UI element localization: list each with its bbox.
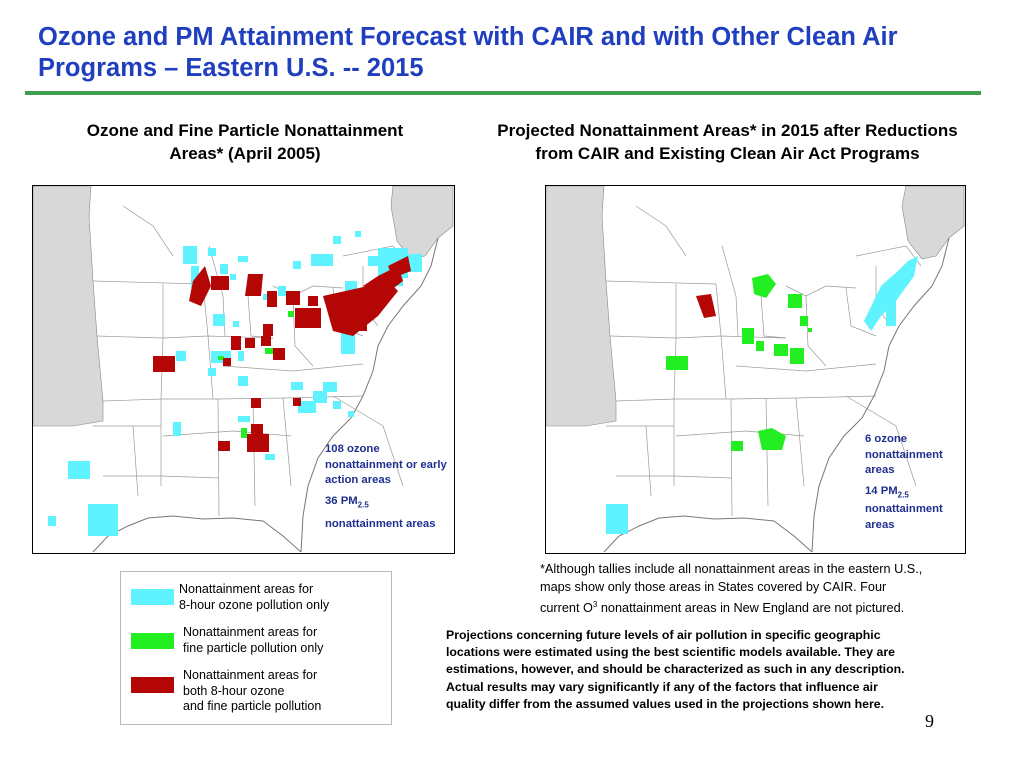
- left-tally-pm-prefix: 36 PM: [325, 494, 358, 507]
- atlantic-coastline: [300, 237, 439, 553]
- title-divider: [25, 91, 981, 95]
- right-tally-pm-count: 14 PM2.5: [865, 484, 943, 503]
- left-map-tally-label: 108 ozone nonattainment or early action …: [325, 442, 447, 533]
- footnote-line3-prefix: current O: [540, 601, 593, 616]
- legend-ozone-line2: 8-hour ozone pollution only: [179, 597, 330, 612]
- left-tally-line3: action areas: [325, 474, 391, 486]
- pm-only-areas: [218, 311, 294, 438]
- legend-pm-line2: fine particle pollution only: [183, 640, 324, 655]
- left-map-heading: Ozone and Fine Particle Nonattainment Ar…: [35, 119, 455, 165]
- footnote: *Although tallies include all nonattainm…: [540, 560, 922, 617]
- atlantic-coastline: [811, 237, 950, 553]
- gulf-coastline: [603, 515, 813, 553]
- legend-text-both: Nonattainment areas for both 8-hour ozon…: [183, 668, 321, 715]
- right-tally-pm-prefix: 14 PM: [865, 484, 898, 497]
- left-map-heading-line1: Ozone and Fine Particle Nonattainment: [86, 121, 404, 140]
- disclaimer-line1: Projections concerning future levels of …: [446, 628, 881, 642]
- left-tally-pm-count: 36 PM2.5: [325, 494, 447, 513]
- left-tally-line2: nonattainment or early: [325, 458, 447, 471]
- ozone-only-areas: [606, 256, 918, 534]
- footnote-line3-sup: 3: [592, 600, 598, 609]
- legend-swatch-pm: [131, 633, 174, 649]
- legend-both-line1: Nonattainment areas for: [183, 668, 318, 682]
- slide-title: Ozone and PM Attainment Forecast with CA…: [38, 23, 898, 82]
- right-projected-map: 6 ozone nonattainment areas 14 PM2.5 non…: [545, 185, 966, 554]
- left-tally-pm-sub: 2.5: [357, 499, 369, 509]
- non-cair-new-england: [901, 186, 965, 260]
- right-map-heading: Projected Nonattainment Areas* in 2015 a…: [450, 119, 1005, 165]
- right-map-tally-label: 6 ozone nonattainment areas 14 PM2.5 non…: [865, 432, 943, 533]
- left-nonattainment-map: 108 ozone nonattainment or early action …: [32, 185, 455, 554]
- left-tally-line1: 108 ozone: [325, 443, 380, 455]
- right-tally-line2: nonattainment: [865, 448, 943, 461]
- disclaimer-line4: Actual results may vary significantly if…: [446, 679, 878, 694]
- left-map-heading-line2: Areas* (April 2005): [169, 144, 321, 163]
- right-tally-line5: nonattainment: [865, 503, 943, 516]
- right-tally-line6: areas: [865, 518, 895, 531]
- gulf-coastline: [92, 515, 302, 553]
- state-boundaries: [605, 205, 922, 517]
- map-legend: Nonattainment areas for 8-hour ozone pol…: [120, 571, 392, 725]
- left-tally-line5: nonattainment areas: [325, 518, 436, 531]
- footnote-line3: current O3 nonattainment areas in New En…: [540, 596, 922, 617]
- footnote-line2: maps show only those areas in States cov…: [540, 580, 887, 594]
- disclaimer-line2: locations were estimated using the best …: [446, 645, 895, 660]
- non-cair-new-england: [390, 186, 454, 260]
- legend-both-line2: both 8-hour ozone: [183, 683, 285, 698]
- legend-text-pm: Nonattainment areas for fine particle po…: [183, 625, 323, 656]
- disclaimer-line3: estimations, however, and should be char…: [446, 662, 905, 677]
- right-map-graphic: [546, 186, 965, 553]
- legend-ozone-line1: Nonattainment areas for: [179, 582, 314, 596]
- right-tally-line3: areas: [865, 464, 895, 476]
- both-pollutant-areas: [696, 294, 716, 318]
- legend-text-ozone: Nonattainment areas for 8-hour ozone pol…: [179, 582, 329, 613]
- page-number: 9: [925, 711, 934, 731]
- disclaimer-line5: quality differ from the assumed values u…: [446, 696, 884, 711]
- non-cair-plains-states: [33, 186, 104, 427]
- both-pollutant-areas: [153, 256, 411, 452]
- state-boundaries: [92, 205, 409, 517]
- footnote-line1: *Although tallies include all nonattainm…: [540, 562, 923, 576]
- projection-disclaimer: Projections concerning future levels of …: [446, 627, 905, 713]
- legend-both-line3: and fine particle pollution: [183, 699, 322, 713]
- right-tally-pm-sub: 2.5: [897, 489, 909, 499]
- right-map-heading-line2: from CAIR and Existing Clean Air Act Pro…: [535, 144, 920, 163]
- non-cair-plains-states: [546, 186, 617, 427]
- legend-swatch-both: [131, 677, 174, 693]
- right-map-heading-line1: Projected Nonattainment Areas* in 2015 a…: [497, 121, 958, 140]
- legend-pm-line1: Nonattainment areas for: [183, 625, 318, 639]
- footnote-line3-suffix: nonattainment areas in New England are n…: [597, 601, 905, 616]
- legend-swatch-ozone: [131, 589, 174, 605]
- pm-only-areas: [666, 274, 812, 451]
- right-tally-line1: 6 ozone: [865, 433, 908, 445]
- left-map-graphic: [33, 186, 454, 553]
